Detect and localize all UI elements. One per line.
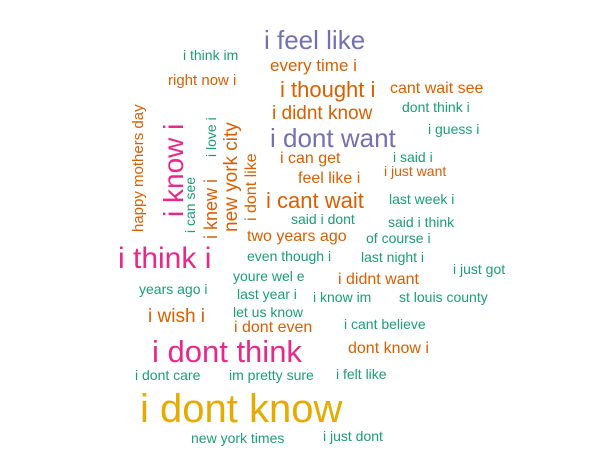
cloud-word: even though i: [247, 248, 332, 264]
cloud-word: two years ago: [247, 228, 347, 245]
cloud-word: feel like i: [298, 170, 361, 187]
cloud-word: i cant wait: [266, 188, 364, 213]
cloud-word: right now i: [168, 72, 237, 89]
cloud-word: every time i: [270, 56, 357, 75]
cloud-word: i just got: [453, 261, 506, 277]
cloud-word: i knew i: [201, 178, 221, 239]
cloud-word: i think im: [183, 47, 239, 63]
cloud-word: i said i: [393, 149, 433, 165]
cloud-word: new york city: [221, 122, 242, 232]
cloud-word: said i think: [388, 214, 455, 230]
cloud-word: new york times: [191, 430, 285, 446]
cloud-word: i thought i: [280, 77, 376, 102]
cloud-word: years ago i: [139, 281, 208, 297]
cloud-word: i wish i: [148, 306, 206, 327]
cloud-word: i just want: [384, 163, 447, 179]
cloud-word: last year i: [237, 286, 297, 302]
cloud-word: let us know: [233, 304, 304, 320]
cloud-word: i know im: [313, 289, 372, 305]
cloud-word: i didnt know: [272, 103, 373, 124]
cloud-word: i cant believe: [344, 316, 426, 332]
cloud-word: happy mothers day: [130, 104, 147, 232]
cloud-word: im pretty sure: [229, 367, 314, 383]
cloud-word: st louis county: [399, 289, 488, 305]
cloud-word: last week i: [389, 191, 455, 207]
cloud-word: i felt like: [336, 366, 387, 382]
cloud-word: i dont care: [135, 367, 201, 383]
cloud-word: i feel like: [264, 25, 366, 55]
cloud-word: dont know i: [348, 340, 429, 357]
cloud-word: i dont want: [270, 123, 396, 153]
cloud-word: i dont like: [243, 153, 260, 221]
cloud-word: i guess i: [428, 121, 480, 137]
cloud-word: i think i: [118, 242, 212, 275]
cloud-word: cant wait see: [390, 80, 484, 97]
cloud-word: i love i: [203, 117, 219, 157]
cloud-word: i can see: [182, 176, 198, 233]
cloud-word: said i dont: [291, 211, 355, 227]
cloud-word: last night i: [361, 249, 425, 265]
cloud-word: i dont think: [152, 334, 302, 369]
cloud-word: of course i: [366, 230, 431, 246]
cloud-word: i can get: [280, 150, 341, 167]
cloud-word: i dont know: [140, 387, 343, 431]
cloud-word: i just dont: [323, 428, 383, 444]
cloud-word: dont think i: [402, 99, 470, 115]
cloud-word: youre wel e: [233, 268, 305, 284]
cloud-word: i dont even: [234, 319, 313, 336]
cloud-word: i didnt want: [338, 271, 419, 288]
